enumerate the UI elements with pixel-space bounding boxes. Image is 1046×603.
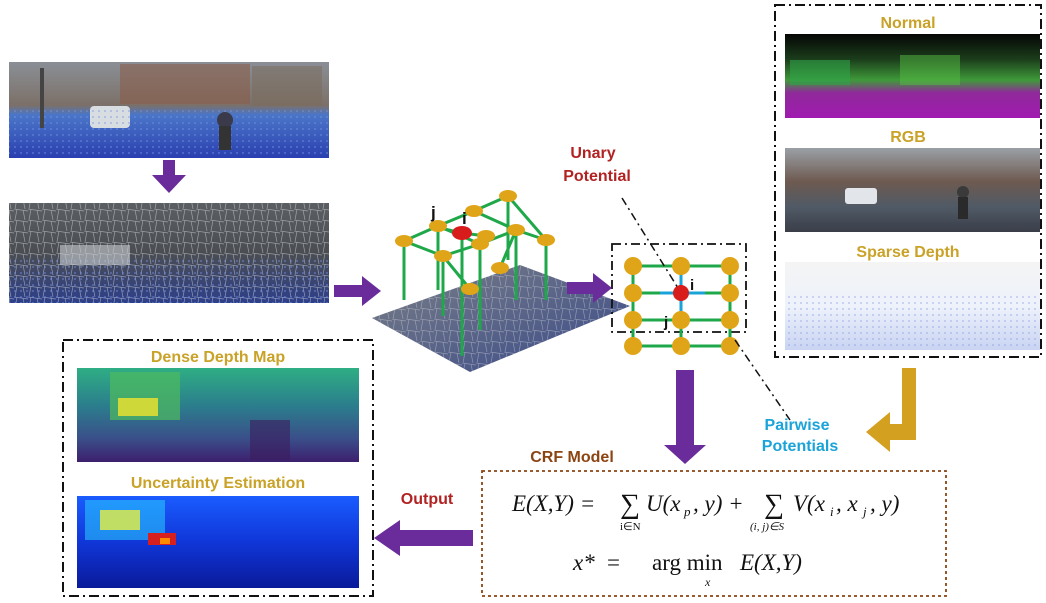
label-output: Output	[401, 491, 454, 508]
argmin-equation: x* = arg min x E(X,Y)	[572, 550, 802, 589]
svg-text:V(x: V(x	[793, 491, 826, 516]
svg-text:x: x	[704, 575, 711, 589]
label-uncertainty-estimation: Uncertainty Estimation	[131, 475, 305, 492]
label-node-j-3d: j	[430, 203, 436, 222]
pairwise-pointer-line	[734, 339, 791, 421]
crf-formula-box	[481, 470, 947, 597]
label-unary-line1: Unary	[570, 145, 615, 162]
label-rgb: RGB	[890, 129, 926, 146]
label-normal: Normal	[880, 15, 935, 32]
svg-text:i: i	[830, 504, 834, 519]
uncertainty-map-image	[77, 496, 359, 588]
arrow-left-output	[374, 520, 473, 556]
gold-arrow-pairwise	[866, 368, 916, 452]
crf-3d-graph: i j	[372, 190, 630, 372]
grid-nodes	[624, 257, 739, 355]
arrow-down-left	[152, 160, 186, 193]
svg-text:, y) +: , y) +	[693, 491, 744, 516]
label-crf-model: CRF Model	[530, 449, 614, 466]
dense-depth-map-image	[77, 368, 359, 462]
svg-text:∑: ∑	[620, 489, 640, 520]
node-i-2d	[673, 285, 689, 301]
rgb-image	[785, 148, 1040, 232]
svg-text:j: j	[861, 504, 867, 519]
label-dense-depth-map: Dense Depth Map	[151, 349, 285, 366]
graph-nodes	[395, 190, 555, 295]
arrow-down-center	[664, 370, 706, 464]
label-node-j-2d: j	[663, 314, 668, 331]
inputs-frame	[774, 4, 1042, 358]
label-unary-line2: Potential	[563, 168, 631, 185]
svg-text:E(X,Y) =: E(X,Y) =	[511, 491, 595, 516]
svg-text:p: p	[683, 504, 691, 519]
label-pairwise-line1: Pairwise	[765, 417, 830, 434]
svg-text:U(x: U(x	[646, 491, 681, 516]
node-i-3d	[452, 226, 472, 240]
label-sparse-depth: Sparse Depth	[856, 244, 959, 261]
label-pairwise-line2: Potentials	[762, 438, 839, 455]
svg-text:E(X,Y): E(X,Y)	[739, 550, 802, 575]
svg-text:(i, j)∈S: (i, j)∈S	[750, 521, 785, 533]
energy-equation: E(X,Y) = ∑ i∈N U(x p , y) + ∑ (i, j)∈S V…	[511, 489, 899, 533]
normal-image	[785, 34, 1040, 118]
svg-text:, x: , x	[836, 491, 859, 516]
sparse-depth-image	[785, 262, 1040, 350]
svg-text:arg min: arg min	[652, 550, 723, 575]
arrow-right-2	[567, 273, 612, 303]
svg-text:=: =	[607, 550, 620, 575]
crf-2d-grid: i j	[624, 257, 739, 355]
svg-text:∑: ∑	[764, 489, 784, 520]
lidar-overlay-image	[9, 62, 329, 158]
label-node-i-2d: i	[690, 277, 694, 294]
arrow-right-1	[334, 276, 381, 306]
output-maps-frame	[62, 339, 374, 597]
svg-text:i∈N: i∈N	[620, 521, 641, 533]
svg-text:, y): , y)	[870, 491, 899, 516]
superpixel-image	[9, 203, 329, 303]
label-node-i-3d: i	[462, 209, 467, 228]
svg-text:x*: x*	[572, 550, 595, 575]
purple-arrows	[152, 160, 706, 556]
